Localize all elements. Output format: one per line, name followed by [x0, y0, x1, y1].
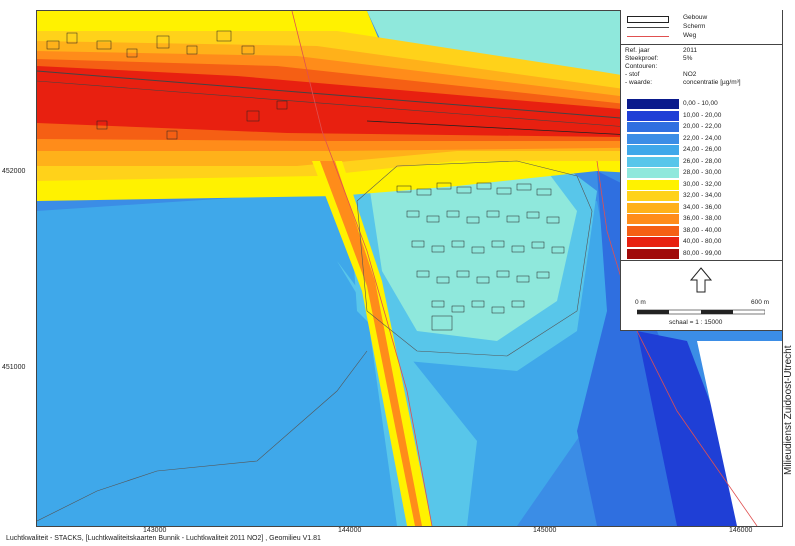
class-label: 28,00 - 30,00: [683, 169, 722, 176]
x-tick: 145000: [533, 527, 557, 534]
meta-value: concentratie [µg/m³]: [683, 79, 741, 86]
meta-key: Ref. jaar: [625, 47, 650, 54]
class-swatch: [627, 179, 679, 190]
class-label: 10,00 - 20,00: [683, 111, 722, 119]
north-buildings: [46, 30, 288, 140]
class-swatch: [627, 225, 679, 236]
x-tick: 143000: [143, 527, 167, 534]
meta-value: 5%: [683, 55, 693, 62]
class-label: 26,00 - 28,00: [683, 157, 722, 165]
class-label: 38,00 - 40,00: [683, 226, 722, 234]
class-swatch: [627, 110, 679, 121]
screen-swatch: [627, 27, 669, 28]
y-tick: 451000: [2, 364, 26, 371]
class-label: 22,00 - 24,00: [683, 134, 722, 142]
meta-key: - stof: [625, 71, 640, 78]
class-swatch: [627, 168, 679, 178]
zone-road-36-38: [320, 161, 422, 526]
building-swatch: [627, 16, 669, 23]
class-swatch: [627, 122, 679, 132]
meta-key: Steekproef:: [625, 55, 659, 62]
class-label: 40,00 - 80,00: [683, 238, 722, 245]
class-swatch: [627, 99, 679, 109]
class-swatch: [627, 214, 679, 224]
legend-screen-label: Scherm: [683, 23, 706, 30]
concentration-map[interactable]: [37, 11, 782, 526]
class-label: 0,00 - 10,00: [683, 100, 718, 107]
class-label: 30,00 - 32,00: [683, 180, 722, 188]
class-label: 20,00 - 22,00: [683, 123, 722, 130]
class-swatch: [627, 133, 679, 144]
north-arrow-icon: [689, 267, 713, 293]
class-swatch: [627, 202, 679, 213]
scale-start-label: 0 m: [635, 299, 646, 306]
road-ring: [356, 160, 593, 357]
road-east: [596, 160, 758, 526]
legend-building-label: Gebouw: [683, 14, 708, 21]
class-label: 32,00 - 34,00: [683, 192, 722, 199]
class-swatch: [627, 237, 679, 247]
legend-meta: Ref. jaar 2011 Steekproef: 5% Contouren:…: [621, 47, 782, 91]
class-label: 34,00 - 36,00: [683, 203, 722, 211]
x-tick: 146000: [729, 527, 753, 534]
legend-panel: Gebouw Scherm Weg Ref. jaar 2011 Steekpr…: [620, 10, 782, 331]
class-swatch: [627, 191, 679, 201]
legend-road-label: Weg: [683, 32, 697, 39]
road-main: [291, 11, 433, 526]
y-tick: 452000: [2, 168, 26, 175]
map-frame[interactable]: [36, 10, 783, 527]
meta-value: NO2: [683, 71, 697, 78]
scale-text: schaal = 1 : 15000: [669, 319, 723, 326]
meta-value: 2011: [683, 47, 697, 54]
road-swatch: [627, 36, 669, 37]
side-label: Milieudienst Zuidoost-Utrecht: [783, 345, 794, 476]
class-swatch: [627, 156, 679, 167]
road-sw: [37, 350, 368, 522]
zone-no-data: [697, 341, 782, 526]
class-label: 80,00 - 99,00: [683, 249, 722, 257]
meta-key: - waarde:: [625, 79, 653, 86]
class-swatch: [627, 145, 679, 155]
footer-credit: Luchtkwaliteit - STACKS, [Luchtkwaliteit…: [6, 535, 321, 542]
line-legend: Gebouw Scherm Weg: [621, 14, 782, 42]
zone-40-80: [37, 66, 782, 139]
class-label: 24,00 - 26,00: [683, 146, 722, 153]
meta-key: Contouren:: [625, 63, 658, 70]
scale-end-label: 600 m: [751, 299, 770, 306]
scale-bar: [637, 309, 765, 315]
x-tick: 144000: [338, 527, 362, 534]
town-buildings: [396, 182, 565, 331]
class-label: 36,00 - 38,00: [683, 215, 722, 222]
zone-28-30-town: [367, 171, 577, 341]
class-swatch: [627, 248, 679, 259]
legend-divider-2: [621, 260, 782, 261]
legend-divider: [621, 44, 782, 45]
